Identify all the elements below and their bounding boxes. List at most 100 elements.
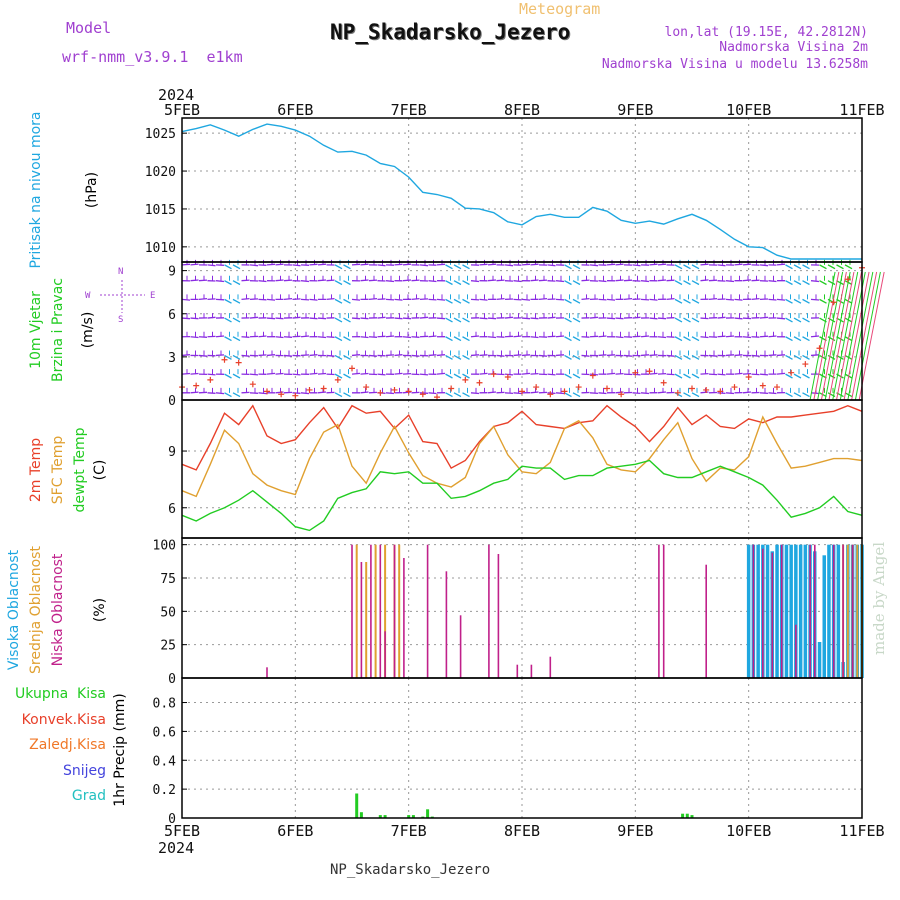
cloud-unit-label: (%): [92, 598, 108, 622]
wind-barb: [521, 372, 531, 375]
wind-barb: [292, 264, 301, 267]
wind-barb: [657, 263, 667, 266]
wind-barb: [691, 264, 700, 270]
wind-barb: [283, 297, 293, 301]
wind-barb: [640, 335, 650, 338]
wind-barb: [734, 263, 743, 266]
wind-barb: [334, 354, 343, 360]
cloud-low-bar: [384, 631, 386, 678]
wind-barb: [802, 373, 810, 379]
precip-bar: [383, 815, 387, 818]
wind-barb: [487, 317, 497, 320]
wind-barb: [785, 354, 793, 360]
cloud-mid-bar: [398, 544, 401, 678]
wind-barb: [394, 317, 403, 320]
wind-barb: [691, 298, 700, 304]
wind-barb: [394, 372, 403, 375]
wind-barb: [606, 263, 616, 266]
wind-speed-point: [774, 384, 780, 391]
wind-barb: [241, 297, 250, 301]
wind-barb: [717, 316, 726, 319]
wind-barb: [368, 297, 378, 301]
panel-frame: [181, 261, 863, 401]
cloud-high-bar: [817, 642, 822, 678]
wind-speed-point: [816, 345, 823, 352]
wind-barb: [513, 354, 522, 357]
wind-barb: [572, 354, 581, 360]
cloud-low-bar: [842, 544, 844, 678]
y-tick-label: 6: [168, 502, 176, 517]
cloud-low-bar: [795, 624, 797, 678]
wind-barb: [572, 264, 581, 270]
wind-speed-point: [703, 386, 710, 393]
wind-barb: [419, 373, 429, 376]
wind-barb: [768, 335, 777, 338]
cloud-low-bar: [771, 552, 774, 678]
wind-barb: [317, 263, 327, 266]
cloud-low-bar: [370, 544, 372, 678]
wind-barb: [836, 264, 844, 270]
wind-barb: [232, 280, 241, 286]
wind-barb: [275, 279, 284, 282]
wind-barb: [360, 279, 369, 282]
wind-speed-point: [363, 384, 370, 391]
wind-barb: [530, 372, 539, 375]
wind-barb: [207, 264, 216, 267]
precip-bar: [690, 815, 694, 818]
wind-barb-strong: [858, 271, 885, 401]
wind-barb-strong: [847, 271, 874, 401]
wind-side-label-2: Brzina i Pravac: [50, 278, 66, 382]
cloud-low-bar: [752, 544, 755, 678]
precip-unit-label: 1hr Precip (mm): [112, 693, 128, 806]
wind-speed-point: [759, 382, 766, 389]
wind-barb: [462, 264, 470, 270]
wind-barb: [640, 354, 650, 357]
wind-barb: [215, 354, 225, 357]
wind-barb: [725, 392, 735, 395]
wind-speed-point: [745, 374, 752, 380]
wind-barb: [649, 298, 658, 301]
wind-barb: [470, 335, 480, 338]
wind-barb: [470, 298, 480, 301]
cloud-high-bar: [827, 544, 831, 678]
wind-barb: [589, 373, 599, 376]
wind-barb: [181, 298, 191, 301]
cloud-low-bar: [445, 571, 448, 678]
wind-barb: [768, 280, 777, 283]
wind-barb: [810, 298, 820, 301]
wind-speed-point: [448, 385, 455, 392]
wind-barb-strong: [828, 271, 855, 401]
temp-side-label-3: dewpt Temp: [72, 427, 88, 512]
wind-barb: [275, 263, 284, 266]
wind-barb: [827, 336, 836, 342]
wind-barb: [793, 280, 802, 286]
wind-barb: [776, 317, 786, 320]
wind-barbs: [181, 259, 885, 401]
wind-speed-point: [604, 385, 610, 392]
wind-barb: [521, 354, 531, 357]
y-tick-label: 75: [160, 572, 176, 587]
wind-barb: [606, 372, 616, 375]
wind-barb: [224, 298, 232, 304]
wind-barb: [317, 317, 327, 320]
wind-barb: [513, 280, 522, 283]
wind-barb: [198, 297, 208, 301]
wind-barb: [683, 264, 691, 270]
wind-speed-point: [717, 388, 724, 395]
wind-barb: [725, 280, 735, 283]
wind-barb: [683, 392, 691, 398]
wind-barb: [734, 372, 743, 375]
wind-barb: [394, 263, 403, 266]
wind-barb-strong: [836, 271, 862, 401]
cloud-high-bar: [775, 544, 779, 678]
wind-barb: [598, 298, 607, 301]
wind-barb: [445, 373, 453, 379]
wind-barb: [674, 336, 683, 342]
wind-barb: [683, 317, 691, 323]
wind-barb: [708, 354, 718, 357]
wind-speed-point: [349, 365, 355, 372]
wind-barb: [453, 280, 462, 286]
wind-barb: [572, 298, 581, 304]
wind-barb: [768, 298, 777, 301]
